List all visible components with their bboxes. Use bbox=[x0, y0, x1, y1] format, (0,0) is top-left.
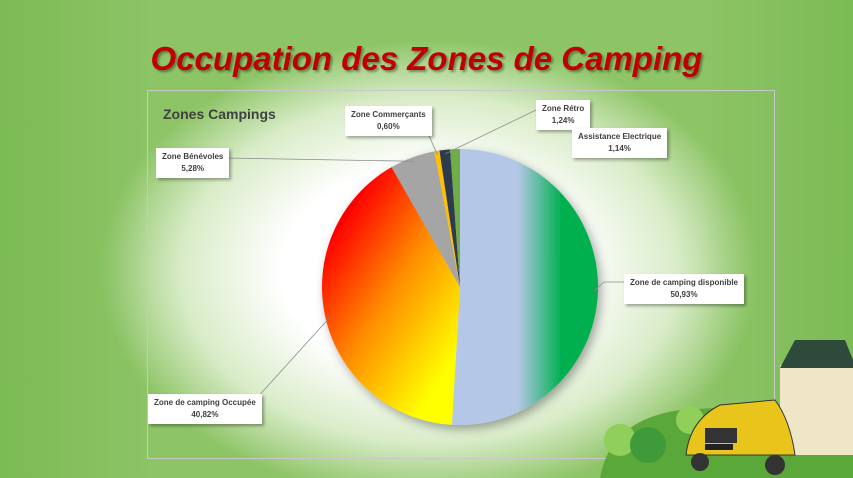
pie-slice-0 bbox=[451, 149, 598, 425]
page-title: Occupation des Zones de Camping bbox=[150, 40, 703, 77]
label-value: 40,82% bbox=[191, 410, 219, 419]
chart-title: Zones Campings bbox=[163, 106, 276, 122]
leader-line-1 bbox=[254, 317, 330, 401]
pie-slice-2 bbox=[391, 151, 460, 287]
leader-line-0 bbox=[593, 281, 624, 292]
data-label-assistance: Assistance Electrique 1,14% bbox=[572, 128, 668, 158]
label-name: Zone Bénévoles bbox=[162, 152, 224, 161]
label-value: 0,60% bbox=[377, 122, 400, 131]
label-name: Assistance Electrique bbox=[578, 132, 662, 141]
label-name: Zone Rétro bbox=[542, 104, 585, 113]
label-value: 5,28% bbox=[181, 164, 205, 173]
label-name: Zone de camping disponible bbox=[630, 278, 739, 287]
data-label-disponible: Zone de camping disponible 50,93% bbox=[624, 274, 745, 304]
pie-slice-4 bbox=[439, 149, 460, 287]
data-label-occupee: Zone de camping Occupée 40,82% bbox=[148, 394, 262, 424]
chart-plot-area bbox=[147, 90, 775, 459]
camping-car-illustration bbox=[600, 340, 853, 478]
label-value: 1,14% bbox=[608, 144, 631, 153]
leader-line-2 bbox=[224, 157, 414, 162]
data-label-commercants: Zone Commerçants 0,60% bbox=[345, 106, 432, 136]
data-label-retro: Zone Rétro 1,24% bbox=[536, 100, 591, 130]
pie-slice-1 bbox=[321, 167, 460, 425]
label-value: 1,24% bbox=[551, 116, 575, 125]
data-label-benevoles: Zone Bénévoles 5,28% bbox=[156, 148, 230, 178]
label-name: Zone Commerçants bbox=[351, 110, 426, 119]
pie-slice-3 bbox=[434, 150, 460, 287]
leader-line-4 bbox=[445, 109, 537, 155]
label-name: Zone de camping Occupée bbox=[154, 398, 256, 407]
pie-slice-5 bbox=[450, 149, 460, 287]
label-value: 50,93% bbox=[670, 290, 698, 299]
